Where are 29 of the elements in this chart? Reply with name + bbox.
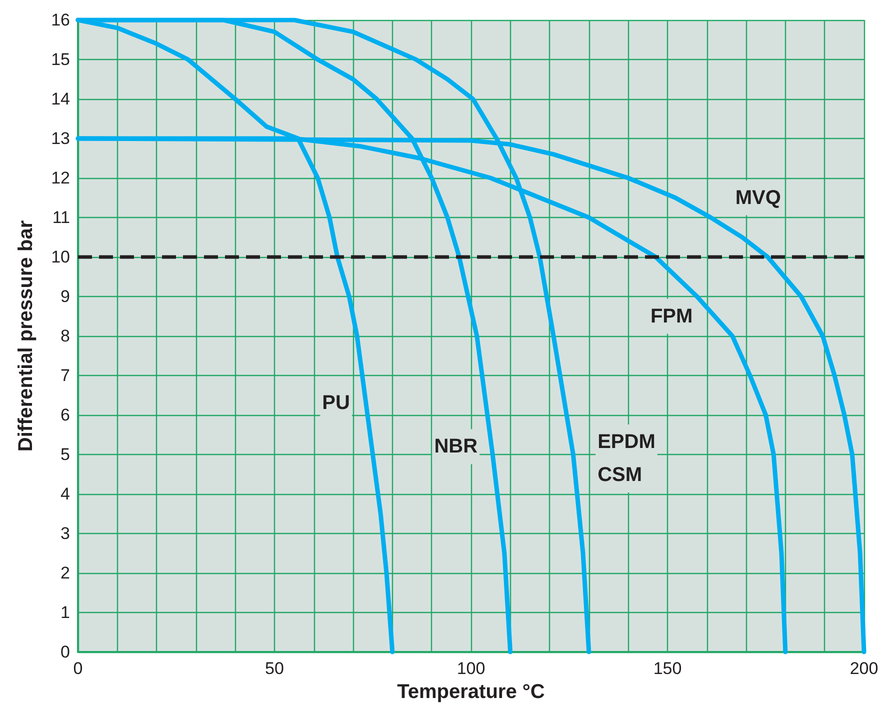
x-axis-title: Temperature °C <box>397 680 545 703</box>
y-tick-label: 13 <box>51 129 70 148</box>
y-tick-label: 1 <box>60 603 70 622</box>
series-label: PU <box>322 392 350 414</box>
x-tick-label: 150 <box>653 659 682 678</box>
x-tick-label: 200 <box>850 659 878 678</box>
x-tick-label: 50 <box>265 659 284 678</box>
y-tick-label: 10 <box>51 248 70 266</box>
x-tick-label: 0 <box>73 659 83 678</box>
y-tick-label: 5 <box>60 445 70 464</box>
y-tick-label: 9 <box>60 287 70 306</box>
y-tick-label: 2 <box>60 564 70 582</box>
y-axis-title: Differential pressure bar <box>15 220 37 452</box>
y-tick-label: 3 <box>60 524 70 543</box>
series-label: MVQ <box>735 186 781 209</box>
y-tick-label: 8 <box>60 326 70 346</box>
y-tick-label: 0 <box>60 642 70 662</box>
series-label: NBR <box>434 436 478 458</box>
y-tick-label: 14 <box>51 90 70 108</box>
y-tick-label: 15 <box>51 50 70 69</box>
y-tick-label: 4 <box>60 484 70 504</box>
x-tick-label: 100 <box>456 659 486 678</box>
series-label: FPM <box>650 305 693 328</box>
y-tick-label: 11 <box>52 208 70 227</box>
y-tick-label: 12 <box>51 168 70 188</box>
y-tick-label: 6 <box>60 406 70 424</box>
y-tick-label: 7 <box>60 366 70 385</box>
y-tick-label: 16 <box>51 10 70 30</box>
series-label: EPDM CSM <box>598 430 656 486</box>
